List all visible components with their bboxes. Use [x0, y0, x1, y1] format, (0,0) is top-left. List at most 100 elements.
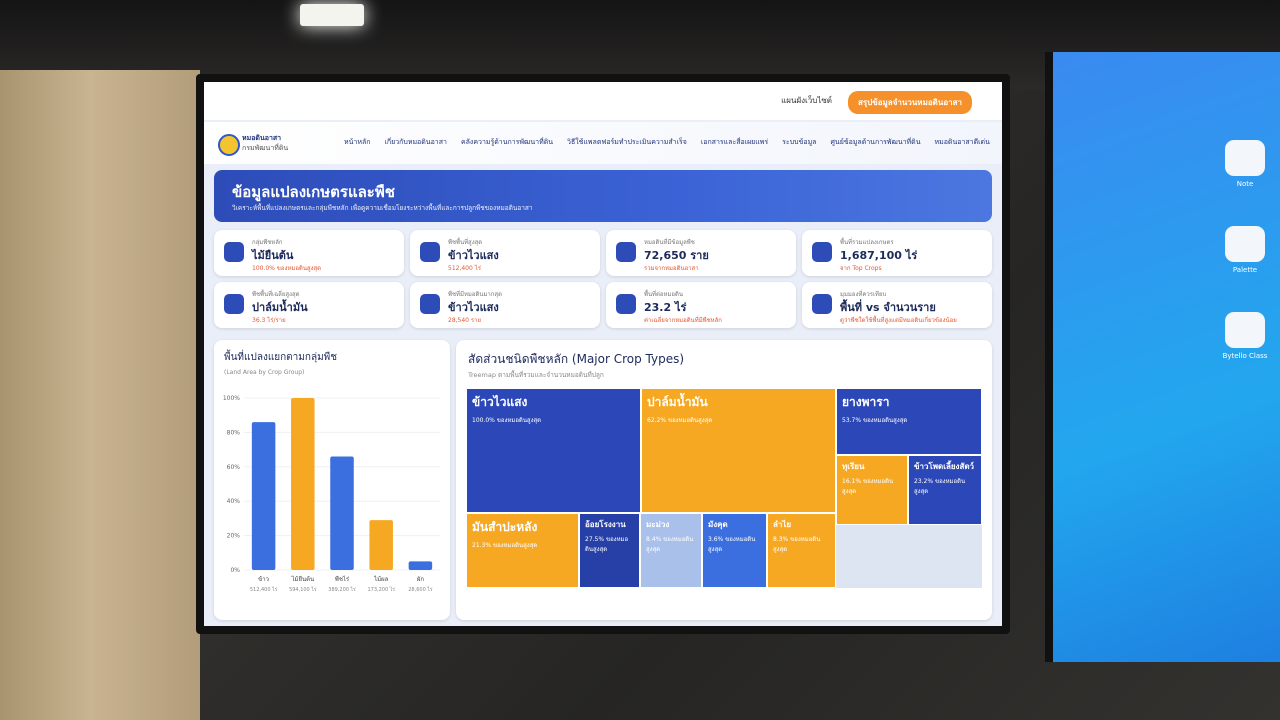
summary-button[interactable]: สรุปข้อมูลจำนวนหมอดินอาสา: [847, 91, 972, 114]
hero-title: ข้อมูลแปลงเกษตรและพืช: [232, 183, 395, 201]
area-label: 389,200 ไร่: [328, 586, 356, 593]
card-label: กลุ่มพืชหลัก: [252, 239, 283, 246]
stat-card: พื้นที่รวมแปลงเกษตร 1,687,100 ไร่จาก Top …: [802, 230, 992, 276]
app-label: Note: [1236, 180, 1254, 188]
card-label: พืชพื้นที่เฉลี่ยสูงสุด: [252, 291, 300, 298]
y-tick-label: 60%: [227, 464, 241, 471]
card-note: 100.0% ของหมอดินสูงสุด: [252, 265, 322, 272]
card-label: พื้นที่รวมแปลงเกษตร: [840, 239, 894, 246]
tile-note: 3.6% ของหมอดินสูงสุด: [708, 536, 756, 553]
app-glyph: [1225, 140, 1265, 176]
tile-name: ข้าวโพดเลี้ยงสัตว์: [914, 462, 975, 471]
treemap: ข้าวไวแสง 100.0% ของหมอดินสูงสุด ปาล์มน้ำม…: [466, 388, 982, 588]
nav-link[interactable]: ระบบข้อมูล: [782, 138, 817, 146]
nav-link[interactable]: หน้าหลัก: [344, 138, 371, 146]
treemap-panel: สัดส่วนชนิดพืชหลัก (Major Crop Types) Tr…: [456, 340, 992, 620]
card-value: 23.2 ไร่: [644, 301, 687, 314]
card-note: 512,400 ไร่: [448, 265, 481, 272]
card-value: ไม้ยืนต้น: [252, 249, 294, 262]
tile-name: มะม่วง: [646, 520, 670, 529]
tile-note: 53.7% ของหมอดินสูงสุด: [842, 417, 908, 424]
hero: ข้อมูลแปลงเกษตรและพืช วิเคราะห์พื้นที่แป…: [214, 170, 992, 222]
treemap-tile: มันสำปะหลัง 21.3% ของหมอดินสูงสุด: [466, 513, 579, 588]
nav-links: หน้าหลัก เกี่ยวกับหมอดินอาสา คลังความรู้ด้…: [344, 137, 990, 148]
top-bar: แผนผังเว็บไซต์ สรุปข้อมูลจำนวนหมอดินอาสา: [204, 82, 1002, 120]
nav-link[interactable]: คลังความรู้ด้านการพัฒนาที่ดิน: [460, 138, 554, 146]
card-icon: [420, 294, 440, 314]
treemap-tile: อ้อยโรงงาน 27.5% ของหมอดินสูงสุด: [579, 513, 640, 588]
card-label: พื้นที่ต่อหมอดิน: [644, 291, 684, 298]
card-value: ปาล์มน้ำมัน: [252, 301, 308, 314]
card-value: ข้าวไวแสง: [448, 249, 499, 262]
y-tick-label: 100%: [223, 395, 240, 402]
card-note: ค่าเฉลี่ยจากหมอดินที่มีพืชหลัก: [644, 317, 722, 324]
tile-note: 27.5% ของหมอดินสูงสุด: [585, 536, 629, 553]
brand-name: หมอดินอาสา: [242, 134, 282, 142]
tile-name: ทุเรียน: [842, 462, 865, 471]
treemap-tile: ข้าวโพดเลี้ยงสัตว์ 23.2% ของหมอดินสูงสุด: [908, 455, 982, 525]
tile-note: 8.3% ของหมอดินสูงสุด: [773, 536, 821, 553]
tile-name: ปาล์มน้ำมัน: [647, 395, 708, 409]
card-label: มุมมองที่ควรเทียบ: [840, 291, 887, 298]
x-tick-label: ข้าว: [258, 576, 269, 583]
nav-link[interactable]: เกี่ยวกับหมอดินอาสา: [384, 138, 447, 146]
app-label: Palette: [1232, 266, 1258, 274]
card-icon: [616, 294, 636, 314]
card-icon: [224, 242, 244, 262]
card-label: พืชที่มีหมอดินมากสุด: [448, 291, 502, 298]
card-icon: [812, 242, 832, 262]
tile-name: ลำไย: [773, 520, 792, 529]
treemap-tile: ลำไย 8.3% ของหมอดินสูงสุด: [767, 513, 836, 588]
area-label: 594,100 ไร่: [289, 586, 317, 593]
nav-link[interactable]: วิธีใช้แพลตฟอร์มทำประเมินความสำเร็จ: [567, 138, 687, 146]
card-icon: [224, 294, 244, 314]
card-note: จาก Top Crops: [840, 265, 882, 272]
card-icon: [420, 242, 440, 262]
stat-card: พืชพื้นที่สูงสุด ข้าวไวแสง 512,400 ไร่: [410, 230, 600, 276]
tile-note: 16.1% ของหมอดินสูงสุด: [842, 478, 894, 495]
logo[interactable]: [218, 134, 240, 156]
card-note: รวมจากหมอดินอาสา: [644, 265, 699, 272]
stat-card: พื้นที่ต่อหมอดิน 23.2 ไร่ค่าเฉลี่ยจากหมอด…: [606, 282, 796, 328]
card-note: ดูว่าพืชใดใช้พื้นที่สูงแต่มีหมอดินเกี่ยว…: [840, 317, 957, 324]
app-icon[interactable]: Note: [1221, 140, 1269, 188]
treemap-tile: มะม่วง 8.4% ของหมอดินสูงสุด: [640, 513, 702, 588]
treemap-tile: ข้าวไวแสง 100.0% ของหมอดินสูงสุด: [466, 388, 641, 513]
stat-card: มุมมองที่ควรเทียบ พื้นที่ vs จำนวนราย ดูว่…: [802, 282, 992, 328]
treemap-tile: ทุเรียน 16.1% ของหมอดินสูงสุด: [836, 455, 908, 525]
app-icon[interactable]: Palette: [1221, 226, 1269, 274]
stat-card: กลุ่มพืชหลักไม้ยืนต้น 100.0% ของหมอดินสูง…: [214, 230, 404, 276]
area-label: 512,400 ไร่: [250, 586, 278, 593]
brand: หมอดินอาสา กรมพัฒนาที่ดิน: [242, 133, 288, 153]
bar: [330, 456, 354, 570]
stat-card: พืชที่มีหมอดินมากสุดข้าวไวแสง 28,540 ราย: [410, 282, 600, 328]
nav-link[interactable]: เอกสารและสื่อเผยแพร่: [700, 138, 769, 146]
card-value: 1,687,100 ไร่: [840, 249, 918, 262]
treemap-subtitle: Treemap ตามพื้นที่รวมและจำนวนหมอดินที่ปล…: [468, 371, 604, 379]
bar: [251, 422, 276, 570]
nav-link[interactable]: ศูนย์ข้อมูลด้านการพัฒนาที่ดิน: [830, 138, 921, 146]
area-label: 173,200 ไร่: [367, 586, 395, 593]
tile-note: 23.2% ของหมอดินสูงสุด: [914, 478, 966, 495]
card-icon: [616, 242, 636, 262]
card-note: 28,540 ราย: [448, 317, 482, 324]
stat-card: หมอดินที่มีข้อมูลพืช 72,650 ราย รวมจากหมอด…: [606, 230, 796, 276]
bar: [408, 561, 433, 570]
treemap-tile: ปาล์มน้ำมัน 62.2% ของหมอดินสูงสุด: [641, 388, 836, 513]
tile-note: 8.4% ของหมอดินสูงสุด: [646, 536, 694, 553]
nav-link[interactable]: หมอดินอาสาดีเด่น: [934, 138, 990, 146]
side-display: Note Palette Bytello Class: [1045, 52, 1280, 662]
app-icon[interactable]: Bytello Class: [1221, 312, 1269, 360]
tile-name: อ้อยโรงงาน: [585, 520, 626, 529]
y-tick-label: 0%: [230, 567, 240, 574]
card-value: ข้าวไวแสง: [448, 301, 499, 314]
bar-chart: พื้นที่แปลงแยกตามกลุ่มพืช (Land Area by C…: [223, 349, 440, 593]
tile-name: มังคุด: [708, 520, 728, 529]
display: แผนผังเว็บไซต์ สรุปข้อมูลจำนวนหมอดินอาสา…: [196, 74, 1010, 634]
treemap-title: สัดส่วนชนิดพืชหลัก (Major Crop Types): [468, 352, 685, 366]
sitemap-link[interactable]: แผนผังเว็บไซต์: [781, 96, 832, 105]
app-glyph: [1225, 312, 1265, 348]
tile-note: 100.0% ของหมอดินสูงสุด: [472, 417, 542, 424]
treemap-tile: มังคุด 3.6% ของหมอดินสูงสุด: [702, 513, 767, 588]
